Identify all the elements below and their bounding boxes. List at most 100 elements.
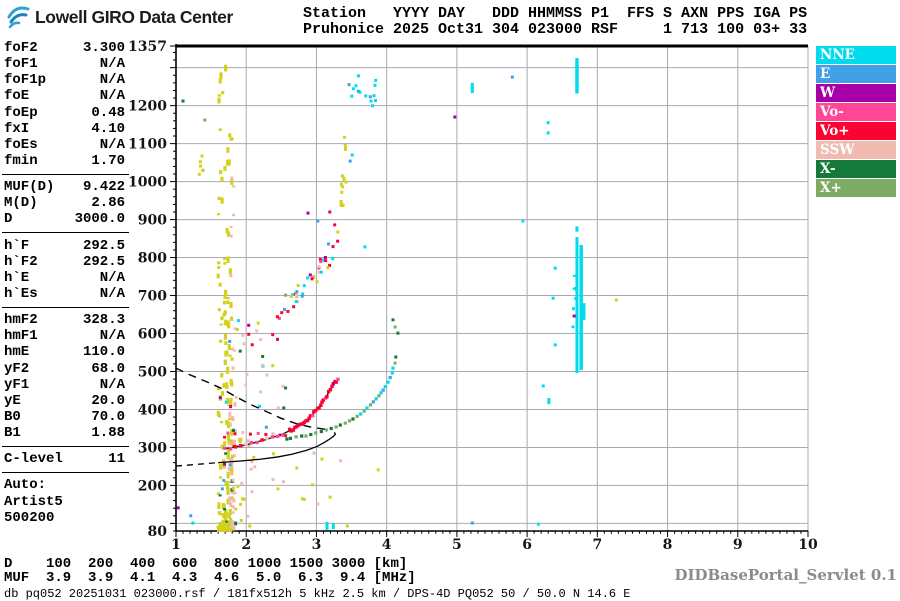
- legend-item-vo: Vo-: [816, 103, 896, 121]
- x-axis-label-6: 6: [522, 537, 532, 553]
- param-row-foes: foEs N/A: [4, 137, 125, 153]
- param-label: B0: [4, 408, 21, 425]
- param-label: fmin: [4, 152, 38, 169]
- param-row-clevel: C-level 11: [4, 451, 125, 467]
- param-row-d: D 3000.0: [4, 211, 125, 227]
- echo-color-legend: NNE E W Vo- Vo+ SSW X- X+: [816, 46, 896, 198]
- param-label: hmF1: [4, 328, 38, 345]
- param-value: 1.70: [91, 152, 125, 169]
- param-row-hmf2: hmF2 328.3: [4, 312, 125, 328]
- param-label: D: [4, 211, 13, 228]
- param-row-b0: B0 70.0: [4, 409, 125, 425]
- param-label: foE: [4, 88, 30, 105]
- y-axis-label-1000: 1000: [128, 175, 167, 191]
- y-axis-label-200: 200: [138, 478, 167, 494]
- y-axis-label-700: 700: [138, 289, 167, 305]
- param-row-foep: foEp 0.48: [4, 105, 125, 121]
- param-value: N/A: [99, 136, 125, 153]
- param-value: 11: [108, 451, 125, 468]
- param-value: N/A: [99, 269, 125, 286]
- param-label: M(D): [4, 195, 38, 212]
- param-label: yF1: [4, 376, 30, 393]
- legend-item-x: X+: [816, 179, 896, 197]
- param-row-fxi: fxI 4.10: [4, 121, 125, 137]
- giro-wave-icon: [7, 6, 30, 29]
- legend-item-nne: NNE: [816, 46, 896, 64]
- x-axis-label-9: 9: [733, 537, 743, 553]
- param-label: foEs: [4, 136, 38, 153]
- param-label: foF1: [4, 56, 38, 73]
- param-row-fmin: fmin 1.70: [4, 153, 125, 169]
- param-row-fof1: foF1 N/A: [4, 56, 125, 72]
- param-value: 68.0: [91, 360, 125, 377]
- parameter-panel: foF2 3.300 foF1 N/A foF1p N/A foE N/A foEp 0.48 fx…: [2, 40, 129, 526]
- distance-row: D 100 200 400 600 800 1000 1500 3000 [km…: [4, 556, 408, 572]
- y-axis-label-1357: 1357: [128, 39, 167, 55]
- panel-divider: [2, 306, 129, 308]
- param-label: C-level: [4, 451, 63, 468]
- auto-value-line: 500200: [4, 509, 55, 526]
- panel-divider: [2, 173, 129, 175]
- param-label: MUF(D): [4, 179, 55, 196]
- x-axis-label-2: 2: [241, 537, 251, 553]
- param-value: N/A: [99, 88, 125, 105]
- x-axis-labels: 1 2 3 4 5 6 7 8 9 10: [171, 537, 818, 553]
- param-row-b1: B1 1.88: [4, 425, 125, 441]
- param-value: 3000.0: [74, 211, 125, 228]
- param-row-fof2: foF2 3.300: [4, 40, 125, 56]
- y-axis-label-1100: 1100: [128, 137, 167, 153]
- param-row-yf1: yF1 N/A: [4, 377, 125, 393]
- autoscaling-block: Auto: Artist5 500200: [4, 477, 125, 525]
- panel-divider: [2, 232, 129, 234]
- station-values-row: Pruhonice 2025 Oct31 304 023000 RSF 1 71…: [303, 20, 808, 38]
- y-axis-label-800: 800: [138, 251, 167, 267]
- param-label: yF2: [4, 360, 30, 377]
- param-value: N/A: [99, 285, 125, 302]
- giro-logo: Lowell GIRO Data Center: [6, 4, 233, 30]
- x-axis-label-8: 8: [663, 537, 673, 553]
- param-label: h`F: [4, 237, 30, 254]
- y-axis-label-600: 600: [138, 327, 167, 343]
- station-header-row: Station YYYY DAY DDD HHMMSS P1 FFS S AXN…: [303, 5, 808, 22]
- legend-item-vo: Vo+: [816, 122, 896, 140]
- y-axis-labels: 1357 1200 1100 1000 900 800 700 600 500 400 300 200…: [128, 39, 167, 540]
- param-label: hmF2: [4, 312, 38, 329]
- param-value: 9.422: [82, 179, 125, 196]
- param-value: 110.0: [82, 344, 125, 361]
- auto-value-line: Artist5: [4, 493, 63, 510]
- param-value: 1.88: [91, 425, 125, 442]
- param-row-ye: yE 20.0: [4, 393, 125, 409]
- auto-label: Auto:: [4, 477, 47, 494]
- measurement-status-line: db pq052 20251031 023000.rsf / 181fx512h…: [4, 587, 631, 601]
- param-value: N/A: [99, 376, 125, 393]
- x-axis-ticks: [175, 531, 809, 537]
- param-row-yf2: yF2 68.0: [4, 361, 125, 377]
- legend-item-ssw: SSW: [816, 141, 896, 159]
- param-label: B1: [4, 425, 21, 442]
- param-value: 0.48: [91, 104, 125, 121]
- x-axis-label-7: 7: [592, 537, 602, 553]
- param-label: h`F2: [4, 253, 38, 270]
- param-value: 20.0: [91, 392, 125, 409]
- param-row-hmf1: hmF1 N/A: [4, 328, 125, 344]
- param-label: h`Es: [4, 285, 38, 302]
- param-row-hes: h`Es N/A: [4, 286, 125, 302]
- density-profile: [218, 431, 337, 464]
- gridlines: [176, 46, 809, 531]
- param-label: yE: [4, 392, 21, 409]
- legend-item-w: W: [816, 84, 896, 102]
- muf-row: MUF 3.9 3.9 4.1 4.3 4.6 5.0 6.3 9.4 [MHz…: [4, 570, 416, 586]
- param-row-hf2: h`F2 292.5: [4, 254, 125, 270]
- x-axis-label-4: 4: [382, 537, 392, 553]
- x-axis-label-3: 3: [312, 537, 322, 553]
- servlet-version-label: DIDBasePortal_Servlet 0.1: [674, 566, 897, 584]
- x-axis-label-5: 5: [452, 537, 462, 553]
- param-value: 292.5: [82, 237, 125, 254]
- y-axis-label-300: 300: [138, 440, 167, 456]
- param-row-foe: foE N/A: [4, 88, 125, 104]
- param-row-he: h`E N/A: [4, 270, 125, 286]
- param-row-md: M(D) 2.86: [4, 195, 125, 211]
- legend-item-x: X-: [816, 160, 896, 178]
